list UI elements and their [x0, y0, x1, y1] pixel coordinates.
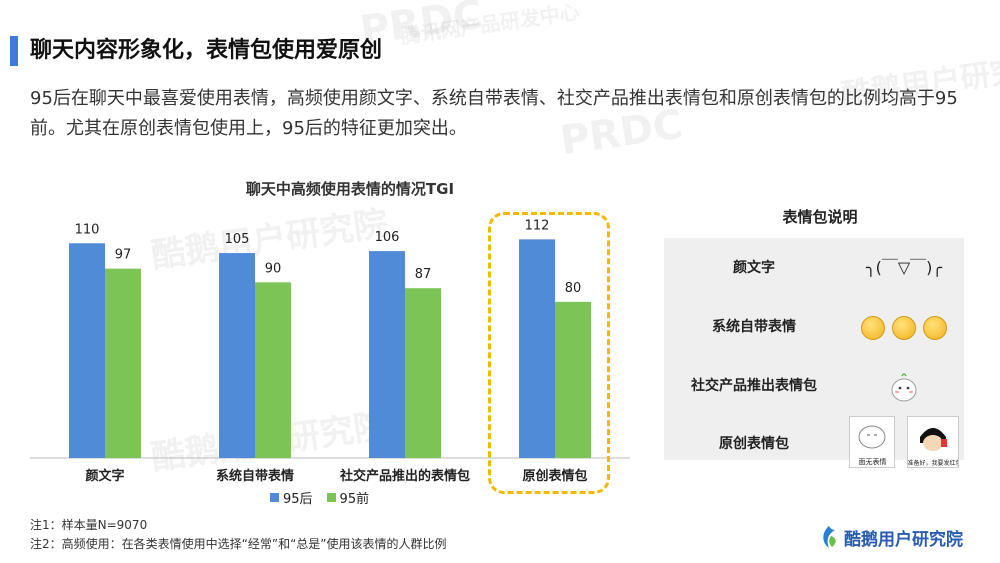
- system-emoji-group: [844, 307, 964, 347]
- legend-label: 95后: [283, 492, 313, 507]
- goose-logo-icon: [823, 526, 836, 548]
- category-label: 系统自带表情: [216, 468, 294, 484]
- bar-95-after: [219, 253, 255, 458]
- data-label: 110: [75, 222, 100, 237]
- category-label: 颜文字: [85, 468, 124, 484]
- emoji-explanation-panel: 颜文字 ╮(￣▽￣)╭ 系统自带表情 社交产品推出表情包 原创表情包: [664, 238, 964, 468]
- highlight-box: [488, 212, 610, 494]
- row-label: 社交产品推出表情包: [691, 378, 817, 394]
- sticker-caption: 面无表情: [858, 458, 887, 466]
- bar-95-after: [69, 243, 105, 458]
- data-label: 90: [265, 261, 282, 276]
- cartoon-sticker-icon: [844, 366, 964, 407]
- chart-title: 聊天中高频使用表情的情况TGI: [245, 180, 455, 198]
- shy-emoji-icon: [892, 315, 916, 340]
- cartoon-head-icon: [919, 428, 947, 451]
- bar-95-before: [405, 288, 441, 458]
- panel-row-original-sticker: 原创表情包 面无表情 准备好，我要发红包了: [664, 416, 964, 468]
- chart-legend: 95后 95前: [270, 488, 369, 507]
- bar-95-before: [255, 282, 291, 458]
- sticker-caption: 准备好，我要发红包了: [907, 460, 958, 467]
- legend-swatch: [270, 493, 279, 502]
- smile-emoji-icon: [923, 315, 948, 340]
- data-label: 87: [415, 267, 432, 282]
- panel-row-system-emoji: 系统自带表情: [664, 307, 964, 347]
- footnote: 注2：高频使用：在各类表情使用中选择“经常”和“总是”使用该表情的人群比例: [30, 537, 447, 551]
- title-accent-bar: [10, 36, 18, 66]
- legend-label: 95前: [339, 492, 370, 507]
- bar-95-before: [555, 301, 591, 458]
- category-label: 原创表情包: [522, 468, 587, 484]
- data-label: 105: [225, 232, 250, 247]
- row-label: 系统自带表情: [712, 319, 796, 335]
- cat-face-icon: [858, 425, 886, 449]
- page-description: 95后在聊天中最喜爱使用表情，高频使用颜文字、系统自带表情、社交产品推出表情包和…: [30, 88, 958, 139]
- crying-laugh-emoji-icon: [860, 315, 885, 340]
- row-label: 原创表情包: [719, 436, 789, 452]
- page-title: 聊天内容形象化，表情包使用爱原创: [30, 38, 383, 63]
- data-label: 106: [375, 230, 400, 245]
- data-label: 80: [565, 281, 582, 296]
- data-label: 112: [525, 218, 550, 233]
- row-label: 颜文字: [733, 260, 775, 276]
- panel-row-social-sticker: 社交产品推出表情包: [664, 366, 964, 406]
- red-packet-sticker-icon: 准备好，我要发红包了: [906, 416, 959, 468]
- legend-item: 95前: [326, 488, 370, 507]
- legend-item: 95后: [270, 488, 313, 507]
- kaomoji-text: ╮(￣▽￣)╭: [865, 258, 943, 277]
- panel-row-kaomoji: 颜文字 ╮(￣▽￣)╭: [664, 248, 964, 288]
- bar-95-before: [105, 268, 141, 458]
- bar-95-after: [369, 251, 405, 458]
- legend-swatch: [326, 493, 336, 502]
- blank-face-sticker-icon: 面无表情: [849, 416, 896, 468]
- data-label: 97: [115, 248, 132, 263]
- bar-95-after: [519, 239, 555, 458]
- brand-logo: 酷鹅用户研究院: [818, 524, 963, 550]
- bar-chart: 110 97 颜文字 105 90 系统自带表情 106 87 社交产品推出的表情包 112 80 原…: [30, 218, 630, 484]
- footnotes: 注1：样本量N=9070 注2：高频使用：在各类表情使用中选择“经常”和“总是”…: [30, 516, 447, 554]
- cartoon-bun-icon: [891, 372, 917, 401]
- panel-title: 表情包说明: [782, 208, 858, 226]
- footnote: 注1：样本量N=9070: [30, 518, 148, 532]
- logo-text: 酷鹅用户研究院: [844, 529, 963, 550]
- category-label: 社交产品推出的表情包: [339, 468, 470, 484]
- original-stickers: 面无表情 准备好，我要发红包了: [844, 416, 964, 470]
